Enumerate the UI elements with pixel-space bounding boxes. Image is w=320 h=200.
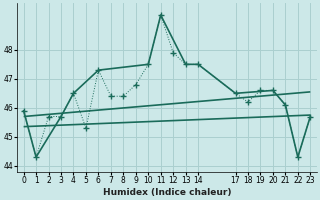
X-axis label: Humidex (Indice chaleur): Humidex (Indice chaleur)	[103, 188, 231, 197]
